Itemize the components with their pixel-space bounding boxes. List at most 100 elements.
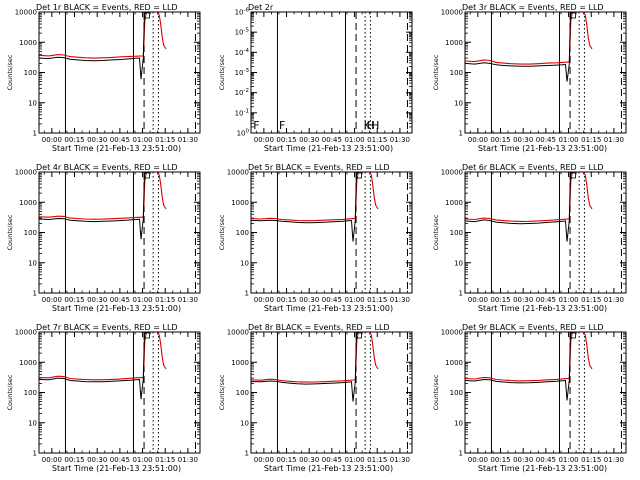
x-axis-title: Start Time (21-Feb-13 23:51:00) xyxy=(478,464,607,473)
peak-marker xyxy=(570,172,576,179)
y-tick-label: 10-5 xyxy=(235,28,250,37)
marker-letter: K xyxy=(364,119,372,132)
lld-series-line xyxy=(251,332,379,383)
panel-title: Det 7r BLACK = Events, RED = LLD xyxy=(36,323,178,332)
x-tick-label: 01:15 xyxy=(155,296,175,304)
x-tick-label: 00:15 xyxy=(64,136,84,144)
plot-frame xyxy=(464,11,627,134)
plot-frame xyxy=(464,171,627,294)
x-tick-label: 01:00 xyxy=(344,296,364,304)
chart-panel-4: Det 4r BLACK = Events, RED = LLD 1 10 100 10… xyxy=(6,163,201,313)
x-tick-label: 00:15 xyxy=(276,296,296,304)
y-tick-label: 10000 xyxy=(15,169,37,177)
y-tick-label: 1000 xyxy=(19,39,37,47)
panel-title: Det 3r BLACK = Events, RED = LLD xyxy=(462,3,604,12)
x-tick-label: 01:00 xyxy=(558,296,578,304)
x-tick-label: 00:45 xyxy=(322,136,342,144)
x-tick-label: 01:30 xyxy=(390,456,410,464)
x-tick-label: 00:15 xyxy=(64,456,84,464)
x-tick-label: 01:15 xyxy=(367,456,387,464)
y-tick-label: 10000 xyxy=(441,9,463,17)
peak-marker xyxy=(356,332,362,339)
y-tick-label: 1000 xyxy=(445,199,463,207)
panel-title: Det 2r xyxy=(248,3,274,12)
x-tick-label: 01:00 xyxy=(344,136,364,144)
y-axis-title: Counts/sec xyxy=(6,214,14,250)
y-tick-label: 100 xyxy=(237,129,250,138)
y-tick-label: 100 xyxy=(450,229,463,237)
x-axis-title: Start Time (21-Feb-13 23:51:00) xyxy=(478,144,607,153)
y-tick-label: 100 xyxy=(450,69,463,77)
x-axis-title: Start Time (21-Feb-13 23:51:00) xyxy=(52,464,181,473)
x-tick-label: 00:30 xyxy=(513,296,533,304)
y-axis-title: Counts/sec xyxy=(432,214,440,250)
chart-panel-6: Det 6r BLACK = Events, RED = LLD 1 10 100 10… xyxy=(432,163,627,313)
plot-frame xyxy=(250,11,413,134)
lld-series-line xyxy=(39,332,167,381)
marker-letter: H xyxy=(371,119,379,132)
peak-marker xyxy=(570,12,576,19)
x-axis-title: Start Time (21-Feb-13 23:51:00) xyxy=(478,304,607,313)
events-series-line xyxy=(465,12,574,82)
y-tick-exponent: -3 xyxy=(244,68,250,74)
peak-marker xyxy=(356,172,362,179)
peak-marker xyxy=(144,332,150,339)
plot-frame xyxy=(38,171,201,294)
x-tick-label: 01:15 xyxy=(581,136,601,144)
x-tick-label: 00:00 xyxy=(42,136,62,144)
x-tick-label: 01:00 xyxy=(132,136,152,144)
y-tick-label: 1000 xyxy=(19,199,37,207)
x-tick-label: 00:30 xyxy=(87,456,107,464)
plot-frame xyxy=(38,331,201,454)
y-tick-label: 10 xyxy=(28,419,37,427)
y-tick-label: 10 xyxy=(240,259,249,267)
x-tick-label: 00:15 xyxy=(490,456,510,464)
x-tick-label: 00:15 xyxy=(490,296,510,304)
x-tick-label: 00:45 xyxy=(110,296,130,304)
lld-series-line xyxy=(465,172,593,222)
x-tick-label: 00:00 xyxy=(468,136,488,144)
x-axis-title: Start Time (21-Feb-13 23:51:00) xyxy=(52,144,181,153)
x-tick-label: 00:45 xyxy=(536,136,556,144)
x-tick-label: 00:45 xyxy=(322,456,342,464)
x-tick-label: 00:45 xyxy=(110,456,130,464)
panel-title: Det 9r BLACK = Events, RED = LLD xyxy=(462,323,604,332)
y-tick-label: 100 xyxy=(24,389,37,397)
lld-series-line xyxy=(465,332,593,382)
y-tick-label: 100 xyxy=(450,389,463,397)
peak-marker xyxy=(570,332,576,339)
x-tick-label: 01:30 xyxy=(390,296,410,304)
y-tick-label: 1000 xyxy=(19,359,37,367)
x-tick-label: 01:00 xyxy=(132,296,152,304)
y-tick-label: 10-1 xyxy=(235,108,249,117)
events-series-line xyxy=(39,172,148,240)
x-tick-label: 01:15 xyxy=(367,136,387,144)
lld-series-line xyxy=(465,12,593,65)
panel-title: Det 1r BLACK = Events, RED = LLD xyxy=(36,3,178,12)
x-tick-label: 00:00 xyxy=(42,456,62,464)
y-axis-title: Counts/sec xyxy=(432,374,440,410)
x-tick-label: 01:00 xyxy=(558,136,578,144)
y-tick-label: 1 xyxy=(33,450,37,458)
x-tick-label: 00:30 xyxy=(87,136,107,144)
events-series-line xyxy=(465,332,574,401)
events-series-line xyxy=(39,332,148,400)
y-tick-label: 10 xyxy=(454,259,463,267)
y-tick-label: 10000 xyxy=(441,169,463,177)
x-tick-label: 01:15 xyxy=(155,136,175,144)
y-tick-label: 10000 xyxy=(15,9,37,17)
x-tick-label: 00:00 xyxy=(468,456,488,464)
lld-series-line xyxy=(251,172,379,222)
marker-letter: F xyxy=(253,119,259,132)
x-tick-label: 01:00 xyxy=(558,456,578,464)
y-tick-label: 1000 xyxy=(231,359,249,367)
marker-letter: H xyxy=(367,119,375,132)
x-tick-label: 00:30 xyxy=(299,296,319,304)
y-tick-label: 10000 xyxy=(227,329,249,337)
y-tick-exponent: -1 xyxy=(244,108,249,114)
chart-panel-3: Det 3r BLACK = Events, RED = LLD 1 10 100 10… xyxy=(432,3,627,153)
y-tick-label: 1 xyxy=(33,130,37,138)
events-series-line xyxy=(39,12,148,80)
y-axis-title: Counts/sec xyxy=(218,374,226,410)
x-tick-label: 01:15 xyxy=(367,296,387,304)
